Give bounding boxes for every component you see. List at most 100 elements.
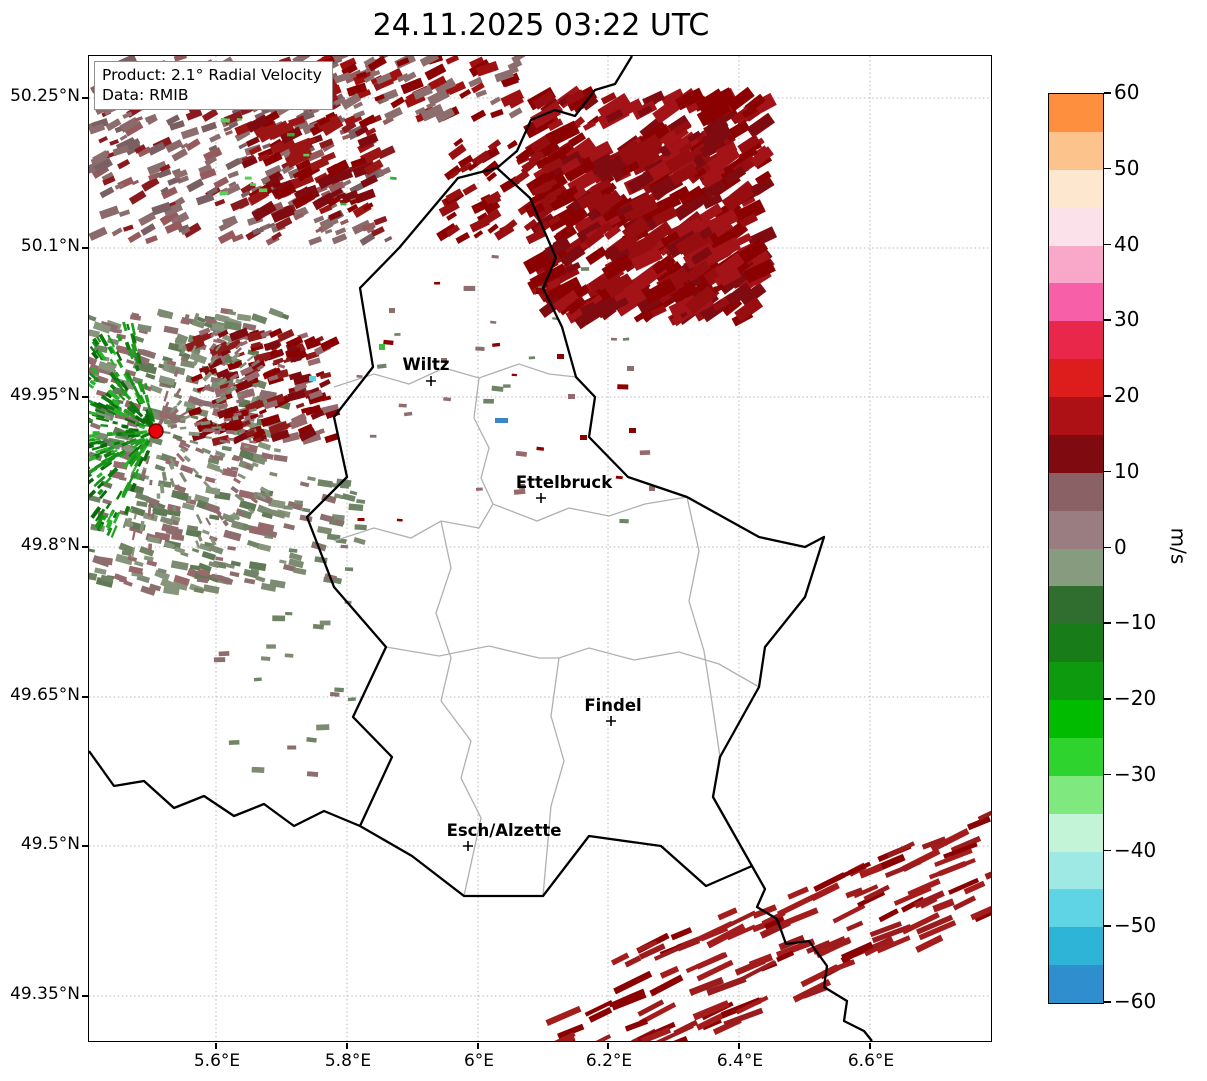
- city-marker: [426, 376, 436, 386]
- colorbar: [1048, 93, 1104, 1004]
- x-tick-label: 6.2°E: [585, 1051, 633, 1071]
- figure-title: 24.11.2025 03:22 UTC: [372, 8, 710, 43]
- city-layer: Wiltz Ettelbruck Findel Esch/Alzette: [402, 355, 642, 851]
- echo-cluster-border-speckle: [282, 476, 367, 585]
- city-label: Findel: [584, 696, 641, 715]
- colorbar-tick-label: 40: [1114, 231, 1140, 256]
- echo-cluster-mid-sparse: [356, 254, 651, 524]
- echo-cluster-top-darkred: [309, 56, 526, 124]
- product-label: Product: 2.1° Radial Velocity: [102, 66, 322, 84]
- border-belgium_germany: [496, 56, 633, 169]
- x-tick-label: 6°E: [463, 1051, 495, 1071]
- city-marker: [536, 493, 546, 503]
- colorbar-tick-mark: [1104, 849, 1111, 852]
- radar-velocity-map: Wiltz Ettelbruck Findel Esch/Alzette: [89, 56, 991, 1041]
- colorbar-tick-label: 30: [1114, 307, 1140, 332]
- border-belgium_france: [89, 750, 361, 828]
- colorbar-unit-label: m/s: [1166, 527, 1191, 565]
- colorbar-tick-label: 60: [1114, 80, 1140, 104]
- y-tick-label: 49.35°N: [10, 984, 80, 1004]
- colorbar-band: [1049, 700, 1103, 738]
- y-tick-label: 49.65°N: [10, 685, 80, 705]
- echo-cluster-ne-mass: [523, 85, 778, 330]
- y-tick-mark: [82, 696, 88, 698]
- product-info-box: Product: 2.1° Radial Velocity Data: RMIB: [94, 61, 333, 110]
- colorbar-tick-mark: [1104, 773, 1111, 776]
- country-borders: [89, 56, 873, 1041]
- colorbar-tick-mark: [1104, 698, 1111, 700]
- colorbar-band: [1049, 662, 1103, 700]
- colorbar-band: [1049, 397, 1103, 435]
- city-marker: [606, 716, 616, 726]
- colorbar-tick-label: −20: [1114, 686, 1157, 710]
- colorbar-tick-mark: [1104, 1001, 1111, 1003]
- colorbar-band: [1049, 548, 1103, 587]
- echo-cluster-radar-red-blob: [184, 327, 341, 447]
- colorbar-tick-label: −50: [1114, 913, 1157, 938]
- x-tick-label: 5.8°E: [324, 1051, 372, 1071]
- colorbar-tick-mark: [1104, 319, 1111, 321]
- y-tick-label: 49.5°N: [20, 834, 80, 854]
- colorbar-tick-label: −60: [1114, 989, 1157, 1013]
- y-tick-mark: [82, 546, 88, 548]
- city-marker: [463, 841, 473, 851]
- city-label: Ettelbruck: [516, 473, 613, 492]
- y-tick-mark: [82, 247, 88, 249]
- y-tick-label: 50.1°N: [20, 236, 80, 256]
- y-tick-mark: [82, 396, 88, 398]
- colorbar-tick-label: 50: [1114, 155, 1140, 180]
- y-tick-mark: [82, 995, 88, 997]
- border-france_germany: [750, 865, 873, 1041]
- border-luxembourg: [305, 166, 826, 898]
- colorbar-band: [1049, 434, 1103, 473]
- colorbar-band: [1049, 927, 1103, 966]
- x-tick-mark: [477, 1043, 479, 1049]
- y-tick-label: 50.25°N: [10, 86, 80, 106]
- y-tick-label: 49.95°N: [10, 385, 80, 405]
- echo-cluster-sw-sparse: [213, 600, 356, 778]
- echo-cluster-se-streaks: [545, 809, 991, 1041]
- colorbar-band: [1049, 813, 1103, 852]
- echo-cluster-radar-green-fan: [89, 321, 156, 538]
- colorbar-tick-mark: [1104, 395, 1111, 397]
- echo-cluster-nw-green-dots: [219, 117, 397, 206]
- echo-isolated-pixels: [309, 288, 655, 491]
- radar-site-marker: [148, 423, 164, 439]
- colorbar-tick-mark: [1104, 470, 1111, 473]
- colorbar-band: [1049, 737, 1103, 776]
- colorbar-tick-label: 20: [1114, 383, 1140, 407]
- colorbar-tick-mark: [1104, 243, 1111, 246]
- city-label: Esch/Alzette: [447, 821, 562, 840]
- colorbar-band: [1049, 359, 1103, 397]
- x-tick-label: 6.6°E: [847, 1051, 895, 1071]
- y-tick-label: 49.8°N: [20, 535, 80, 555]
- map-plot-area: Wiltz Ettelbruck Findel Esch/Alzette Produc…: [88, 55, 992, 1042]
- colorbar-band: [1049, 851, 1103, 890]
- canton-borders: [333, 363, 760, 897]
- colorbar-tick-mark: [1104, 92, 1111, 94]
- x-tick-mark: [738, 1043, 740, 1049]
- colorbar-band: [1049, 207, 1103, 246]
- colorbar-tick-mark: [1104, 925, 1111, 927]
- echo-cluster-radar-gray-fan: [122, 312, 281, 559]
- colorbar-tick-label: −40: [1114, 837, 1157, 862]
- radar-echo-layer: [89, 56, 991, 1041]
- colorbar-band: [1049, 624, 1103, 663]
- x-tick-mark: [607, 1043, 609, 1049]
- colorbar-tick-label: −10: [1114, 610, 1157, 635]
- colorbar-band: [1049, 169, 1103, 208]
- x-tick-mark: [215, 1043, 217, 1049]
- colorbar-band: [1049, 283, 1103, 322]
- city-label: Wiltz: [402, 355, 449, 374]
- echo-cluster-ne-west-ext: [436, 137, 564, 245]
- y-tick-mark: [82, 845, 88, 847]
- colorbar-band: [1049, 321, 1103, 360]
- colorbar-band: [1049, 131, 1103, 170]
- colorbar-tick-label: 10: [1114, 458, 1140, 483]
- colorbar-band: [1049, 775, 1103, 814]
- colorbar-band: [1049, 94, 1103, 132]
- x-tick-label: 6.4°E: [716, 1051, 764, 1071]
- colorbar-tick-mark: [1104, 167, 1111, 170]
- colorbar-band: [1049, 586, 1103, 625]
